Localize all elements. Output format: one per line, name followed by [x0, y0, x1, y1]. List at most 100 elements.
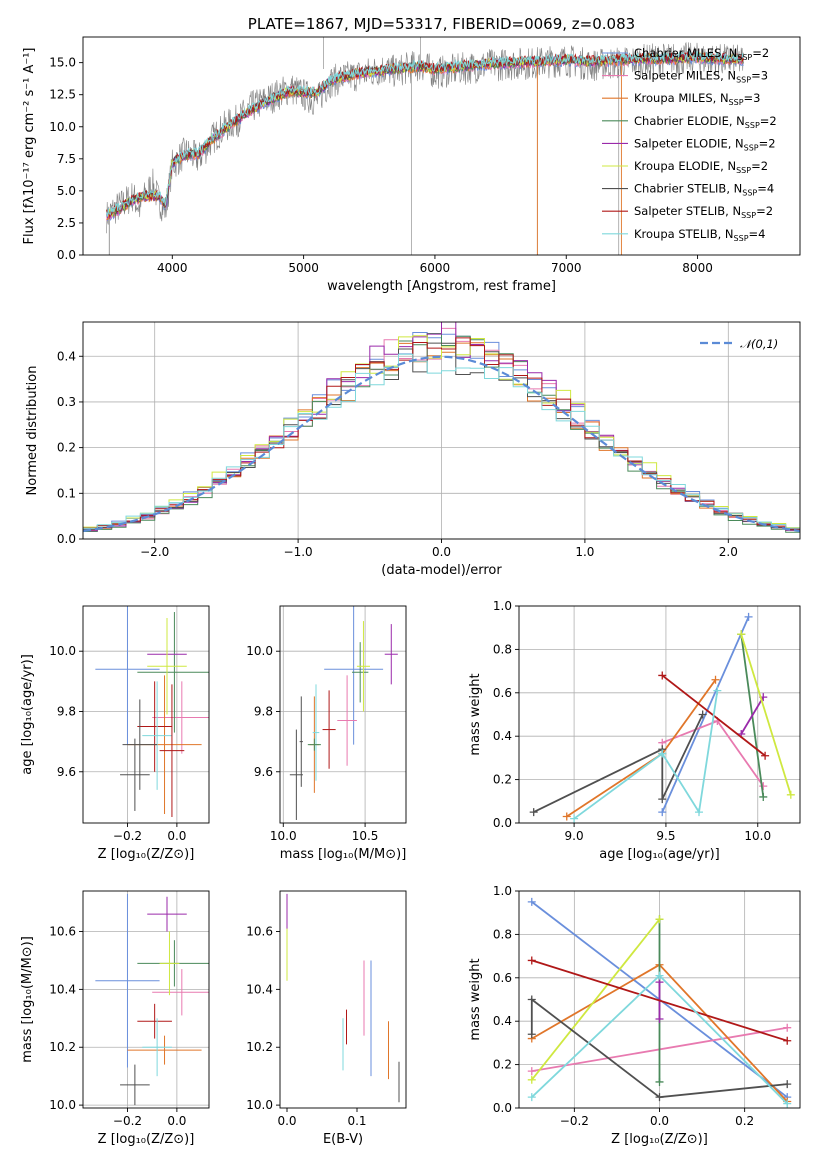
spectrum-panel-xtick-label: 7000 — [551, 261, 582, 275]
mass-weight-marker — [658, 808, 667, 817]
mass-vs-ebv-panel-xtick-label: 0.1 — [347, 1114, 366, 1128]
mass-weight-marker — [783, 1080, 792, 1089]
mass-weight-line — [533, 714, 704, 813]
residual-histogram-panel-ytick-label: 0.3 — [57, 395, 76, 409]
mass-weight-marker — [570, 814, 579, 823]
mass-weight-marker — [786, 790, 795, 799]
age-vs-mass-panel-xtick-label: 10.5 — [352, 829, 379, 843]
mass-weight-marker — [527, 1030, 536, 1039]
residual-histogram-panel: −2.0 −1.0 0.0 1.0 2.0 0.0 0.1 0.2 0.3 0.4 (data-mo… — [25, 321, 801, 578]
spectrum-panel-xtick-label: 4000 — [157, 261, 188, 275]
age-vs-mass-panel-ytick-label: 9.6 — [254, 765, 273, 779]
mass-weight-marker — [759, 792, 768, 801]
spectrum-panel-ytick-label: 12.5 — [49, 88, 76, 102]
spectrum-panel-ylabel: Flux [fλ10⁻¹⁷ erg cm⁻² s⁻¹ A⁻¹] — [22, 48, 37, 245]
age-vs-metallicity-panel: −0.2 0.0 9.6 9.8 10.0 Z [log₁₀(Z/Z⊙)] age [log… — [20, 605, 210, 862]
weight-vs-age-panel-ytick-label: 0.8 — [493, 642, 512, 656]
mass-weight-marker — [527, 1093, 536, 1102]
weight-vs-metallicity-panel-ytick-label: 0.2 — [493, 1058, 512, 1072]
residual-histogram-panel-ylabel: Normed distribution — [25, 366, 40, 496]
legend-entry: Kroupa ELODIE, NSSP=2 — [634, 159, 768, 175]
age-vs-mass-panel: 10.0 10.5 9.6 9.8 10.0 mass [log₁₀(M/M⊙)] — [246, 605, 407, 862]
mass-weight-marker — [713, 686, 722, 695]
legend-entry: Chabrier STELIB, NSSP=4 — [634, 182, 774, 198]
weight-vs-metallicity-panel-ytick-label: 0.8 — [493, 927, 512, 941]
spectrum-panel-xtick-label: 8000 — [682, 261, 713, 275]
weight-vs-metallicity-panel-ylabel: mass weight — [468, 958, 483, 1040]
age-vs-metallicity-panel-xtick-label: 0.0 — [167, 829, 186, 843]
model-spectrum-line — [106, 50, 744, 217]
mass-vs-metallicity-panel-xtick-label: −0.2 — [113, 1114, 142, 1128]
residual-histogram-panel-xtick-label: 2.0 — [719, 545, 738, 559]
legend-entry: Salpeter MILES, NSSP=3 — [634, 69, 768, 85]
spectrum-panel-ytick-label: 5.0 — [57, 184, 76, 198]
mass-weight-marker — [658, 749, 667, 758]
age-vs-metallicity-panel-ytick-label: 9.6 — [57, 765, 76, 779]
weight-vs-age-panel-xtick-label: 9.0 — [565, 829, 584, 843]
spectrum-panel-xlabel: wavelength [Angstrom, rest frame] — [327, 279, 556, 294]
residual-histogram-panel-ytick-label: 0.0 — [57, 532, 76, 546]
spectrum-panel-ytick-label: 15.0 — [49, 56, 76, 70]
spectrum-panel-title: PLATE=1867, MJD=53317, FIBERID=0069, z=0… — [248, 15, 635, 33]
mass-weight-marker — [783, 1023, 792, 1032]
legend-entry: Salpeter STELIB, NSSP=2 — [634, 204, 773, 220]
spectrum-panel-frame — [82, 36, 801, 256]
spectrum-panel-ytick-label: 7.5 — [57, 152, 76, 166]
mass-vs-metallicity-panel-ylabel: mass [log₁₀(M/M⊙)] — [20, 936, 35, 1063]
legend-entry: Kroupa MILES, NSSP=3 — [634, 91, 760, 107]
age-vs-mass-panel-plot — [289, 606, 398, 820]
residual-histogram-panel-xtick-label: −2.0 — [140, 545, 169, 559]
weight-vs-metallicity-panel-ytick-label: 0.0 — [493, 1101, 512, 1115]
mass-vs-metallicity-panel-ytick-label: 10.4 — [49, 982, 76, 996]
mass-weight-marker — [527, 1075, 536, 1084]
mass-weight-line — [531, 959, 788, 1042]
mass-vs-ebv-panel-plot — [286, 893, 400, 1103]
weight-vs-age-panel-ytick-label: 1.0 — [493, 599, 512, 613]
weight-vs-metallicity-panel-ytick-label: 1.0 — [493, 884, 512, 898]
age-vs-metallicity-panel-xtick-label: −0.2 — [113, 829, 142, 843]
spectrum-panel-ytick-label: 2.5 — [57, 216, 76, 230]
mass-weight-marker — [655, 915, 664, 924]
mass-vs-ebv-panel-ytick-label: 10.6 — [246, 925, 273, 939]
age-vs-mass-panel-frame — [279, 605, 407, 824]
age-vs-metallicity-panel-ytick-label: 9.8 — [57, 704, 76, 718]
legend-entry: Chabrier MILES, NSSP=2 — [634, 46, 769, 62]
mass-vs-ebv-panel-ytick-label: 10.2 — [246, 1040, 273, 1054]
mass-weight-marker — [711, 675, 720, 684]
age-vs-metallicity-panel-plot — [95, 606, 209, 817]
residual-histogram-panel-xtick-label: 0.0 — [432, 545, 451, 559]
mass-weight-marker — [737, 630, 746, 639]
spectrum-panel-plot — [106, 37, 744, 255]
mass-weight-marker — [562, 812, 571, 821]
histogram-step — [83, 353, 800, 539]
mass-weight-marker — [655, 1015, 664, 1024]
mass-vs-metallicity-panel-frame — [82, 890, 210, 1109]
residual-histogram-panel-ytick-label: 0.1 — [57, 486, 76, 500]
mass-weight-marker — [527, 1067, 536, 1076]
spectrum-panel-ytick-label: 10.0 — [49, 120, 76, 134]
weight-vs-age-panel-frame — [518, 605, 801, 824]
weight-vs-age-panel-ytick-label: 0.2 — [493, 773, 512, 787]
age-vs-metallicity-panel-ylabel: age [log₁₀(age/yr)] — [20, 654, 35, 775]
mass-vs-metallicity-panel: −0.2 0.0 10.0 10.2 10.4 10.6 Z [log₁₀(Z/Z⊙)] ma… — [20, 890, 210, 1147]
mass-vs-ebv-panel-xtick-label: 0.0 — [277, 1114, 296, 1128]
residual-histogram-panel-xlabel: (data-model)/error — [381, 563, 502, 578]
legend-entry: Kroupa STELIB, NSSP=4 — [634, 227, 765, 243]
mass-weight-marker — [744, 612, 753, 621]
residual-histogram-panel-ytick-label: 0.2 — [57, 441, 76, 455]
weight-vs-metallicity-panel-plot — [527, 897, 792, 1108]
mass-vs-ebv-panel-ytick-label: 10.0 — [246, 1098, 273, 1112]
mass-weight-line — [530, 997, 788, 1099]
mass-weight-marker — [527, 897, 536, 906]
weight-vs-age-panel-ytick-label: 0.0 — [493, 816, 512, 830]
mass-weight-marker — [655, 971, 664, 980]
residual-histogram-panel-xtick-label: 1.0 — [575, 545, 594, 559]
spectrum-panel-xtick-label: 6000 — [420, 261, 451, 275]
mass-vs-ebv-panel: 0.0 0.1 10.0 10.2 10.4 10.6 E(B-V) — [246, 890, 407, 1147]
mass-weight-marker — [527, 956, 536, 965]
mass-weight-marker — [655, 1093, 664, 1102]
mass-weight-marker — [527, 995, 536, 1004]
weight-vs-age-panel-ytick-label: 0.4 — [493, 729, 512, 743]
mass-vs-ebv-panel-frame — [279, 890, 407, 1109]
